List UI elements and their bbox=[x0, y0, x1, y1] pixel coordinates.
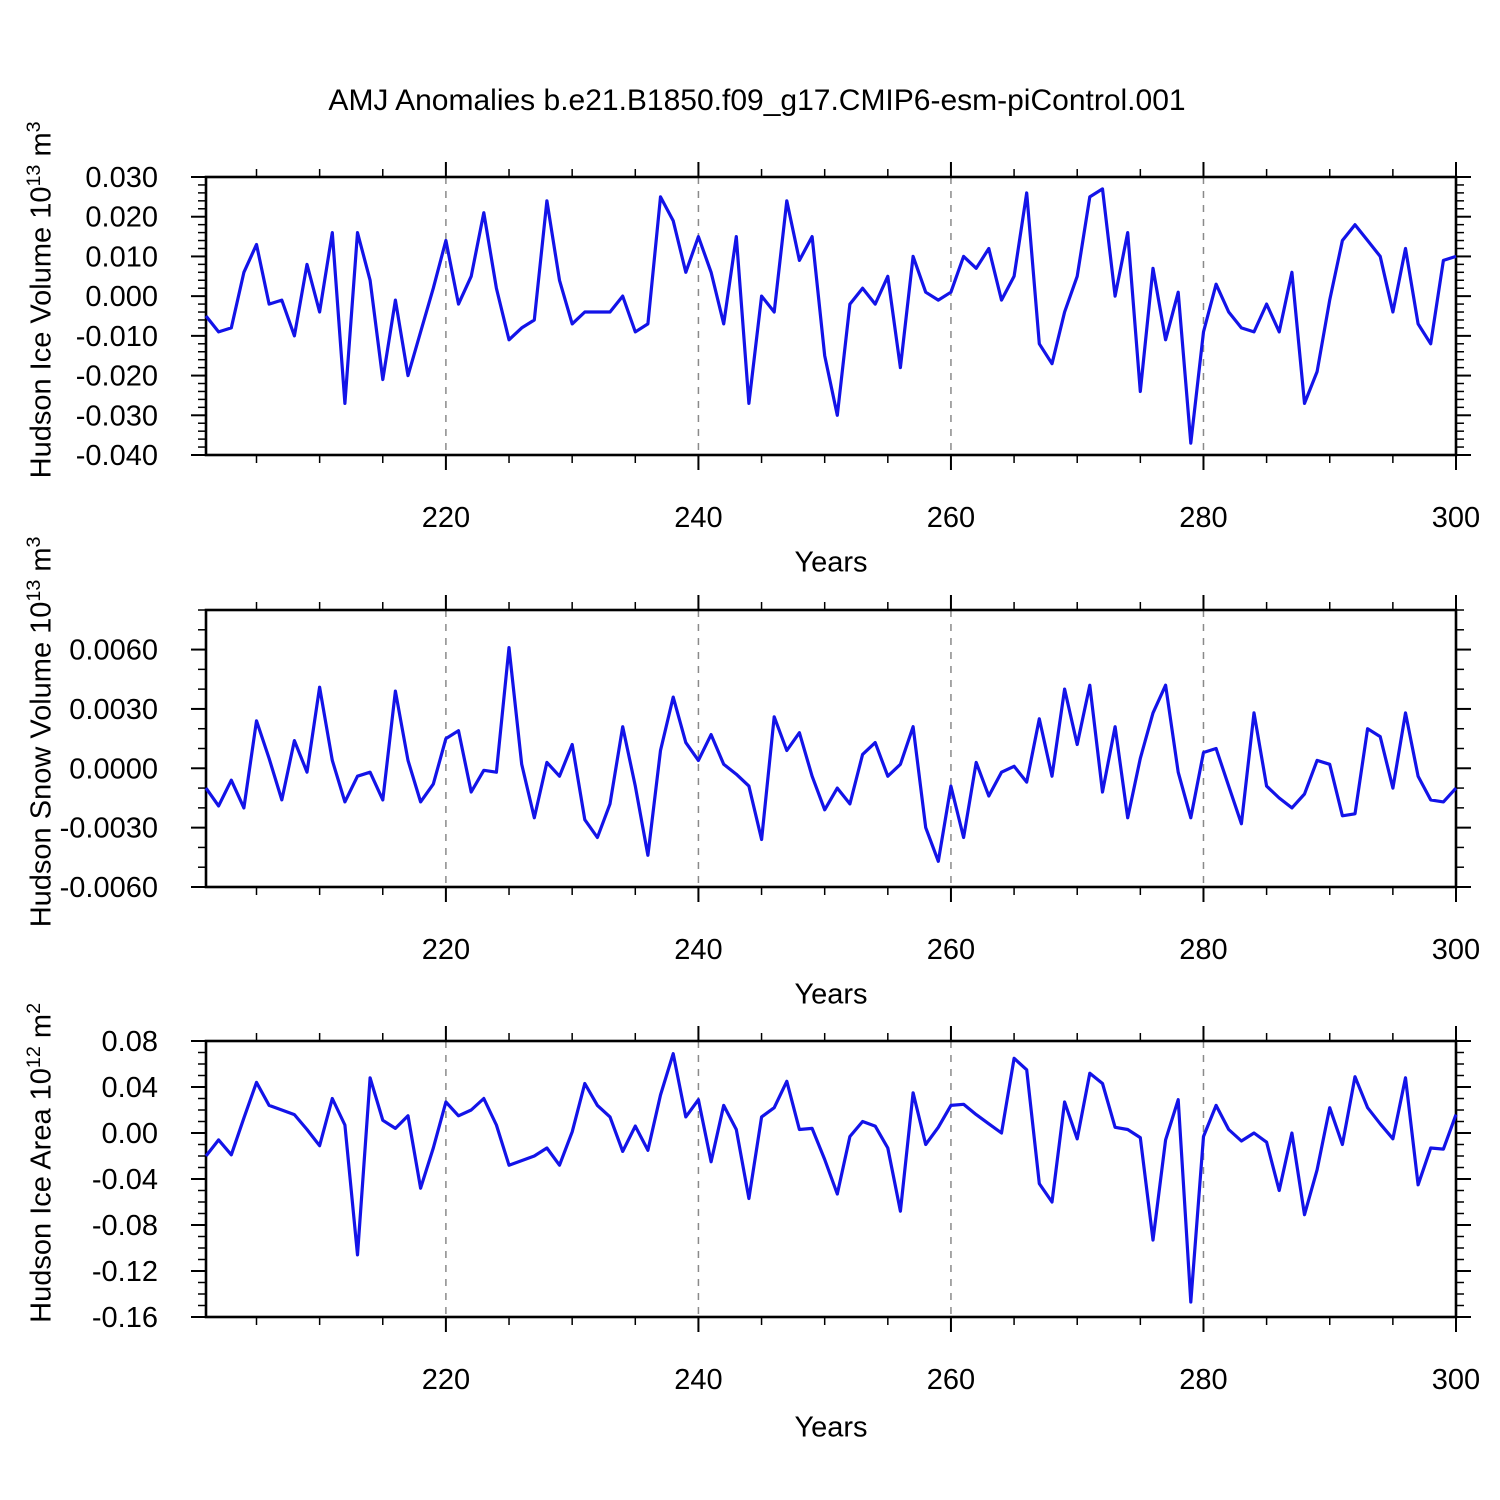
plot-frame-hudson-snow-volume bbox=[204, 608, 1458, 889]
plot-frame-hudson-ice-area bbox=[204, 1039, 1458, 1319]
x-tick-label: 280 bbox=[1179, 502, 1227, 534]
y-axis-title-ice-area: Hudson Ice Area 1012 m2 bbox=[0, 1003, 92, 1355]
x-tick-label: 240 bbox=[674, 502, 722, 534]
y-axis-title-base: 10 bbox=[25, 601, 58, 634]
y-axis-title-unit-exponent: 3 bbox=[22, 536, 45, 548]
y-axis-title-exponent: 13 bbox=[22, 579, 45, 602]
x-tick-label: 260 bbox=[927, 934, 975, 966]
figure-title: AMJ Anomalies b.e21.B1850.f09_g17.CMIP6-… bbox=[328, 84, 1186, 117]
y-tick-label: -0.010 bbox=[76, 321, 158, 353]
x-tick-label: 240 bbox=[674, 934, 722, 966]
y-tick-label: -0.12 bbox=[92, 1256, 158, 1288]
y-tick-label: 0.0000 bbox=[69, 753, 158, 785]
x-tick-label: 300 bbox=[1432, 1364, 1480, 1396]
x-tick-label: 300 bbox=[1432, 502, 1480, 534]
y-axis-title-text: Hudson Snow Volume bbox=[25, 633, 58, 928]
y-axis-title-base: 10 bbox=[25, 186, 58, 219]
x-tick-label: 220 bbox=[422, 934, 470, 966]
y-axis-title-unit: m bbox=[25, 1013, 58, 1047]
y-tick-label: 0.010 bbox=[85, 241, 158, 273]
y-axis-title-unit-exponent: 3 bbox=[22, 121, 45, 133]
y-tick-label: 0.04 bbox=[102, 1072, 158, 1104]
x-tick-label: 280 bbox=[1179, 1364, 1227, 1396]
y-tick-label: -0.030 bbox=[76, 400, 158, 432]
y-tick-label: 0.08 bbox=[102, 1026, 158, 1058]
y-axis-title-base: 10 bbox=[25, 1068, 58, 1101]
y-axis-title-text: Hudson Ice Volume bbox=[25, 218, 58, 479]
y-tick-label: 0.030 bbox=[85, 162, 158, 194]
y-tick-label: -0.040 bbox=[76, 440, 158, 472]
x-tick-label: 220 bbox=[422, 1364, 470, 1396]
x-tick-label: 280 bbox=[1179, 934, 1227, 966]
y-tick-label: 0.0030 bbox=[69, 694, 158, 726]
data-line-hudson-ice-area bbox=[204, 1052, 1458, 1304]
x-axis-title-panel3: Years bbox=[794, 1411, 868, 1444]
y-tick-label: 0.0060 bbox=[69, 635, 158, 667]
y-axis-title-ice-volume: Hudson Ice Volume 1013 m3 bbox=[0, 121, 92, 510]
y-axis-title-exponent: 12 bbox=[22, 1046, 45, 1069]
x-tick-label: 260 bbox=[927, 502, 975, 534]
x-tick-label: 260 bbox=[927, 1364, 975, 1396]
y-tick-label: -0.04 bbox=[92, 1164, 158, 1196]
x-axis-title-panel2: Years bbox=[794, 978, 868, 1011]
x-tick-label: 220 bbox=[422, 502, 470, 534]
y-axis-title-unit-exponent: 2 bbox=[22, 1002, 45, 1014]
y-tick-label: -0.020 bbox=[76, 361, 158, 393]
x-tick-label: 240 bbox=[674, 1364, 722, 1396]
y-tick-label: -0.16 bbox=[92, 1302, 158, 1334]
y-axis-title-snow-volume: Hudson Snow Volume 1013 m3 bbox=[0, 536, 92, 959]
y-tick-label: -0.0030 bbox=[60, 813, 158, 845]
x-axis-title-panel1: Years bbox=[794, 546, 868, 579]
y-axis-title-unit: m bbox=[25, 132, 58, 165]
x-tick-label: 300 bbox=[1432, 934, 1480, 966]
y-tick-label: 0.000 bbox=[85, 281, 158, 313]
y-axis-title-text: Hudson Ice Area bbox=[25, 1100, 58, 1323]
data-line-hudson-ice-volume bbox=[204, 187, 1457, 445]
data-line-hudson-snow-volume bbox=[204, 645, 1458, 863]
y-tick-label: -0.0060 bbox=[60, 872, 158, 904]
y-axis-title-exponent: 13 bbox=[22, 164, 45, 187]
y-tick-label: -0.08 bbox=[92, 1210, 158, 1242]
y-tick-label: 0.020 bbox=[85, 202, 158, 234]
y-axis-title-unit: m bbox=[25, 547, 58, 580]
y-tick-label: 0.00 bbox=[102, 1118, 158, 1150]
